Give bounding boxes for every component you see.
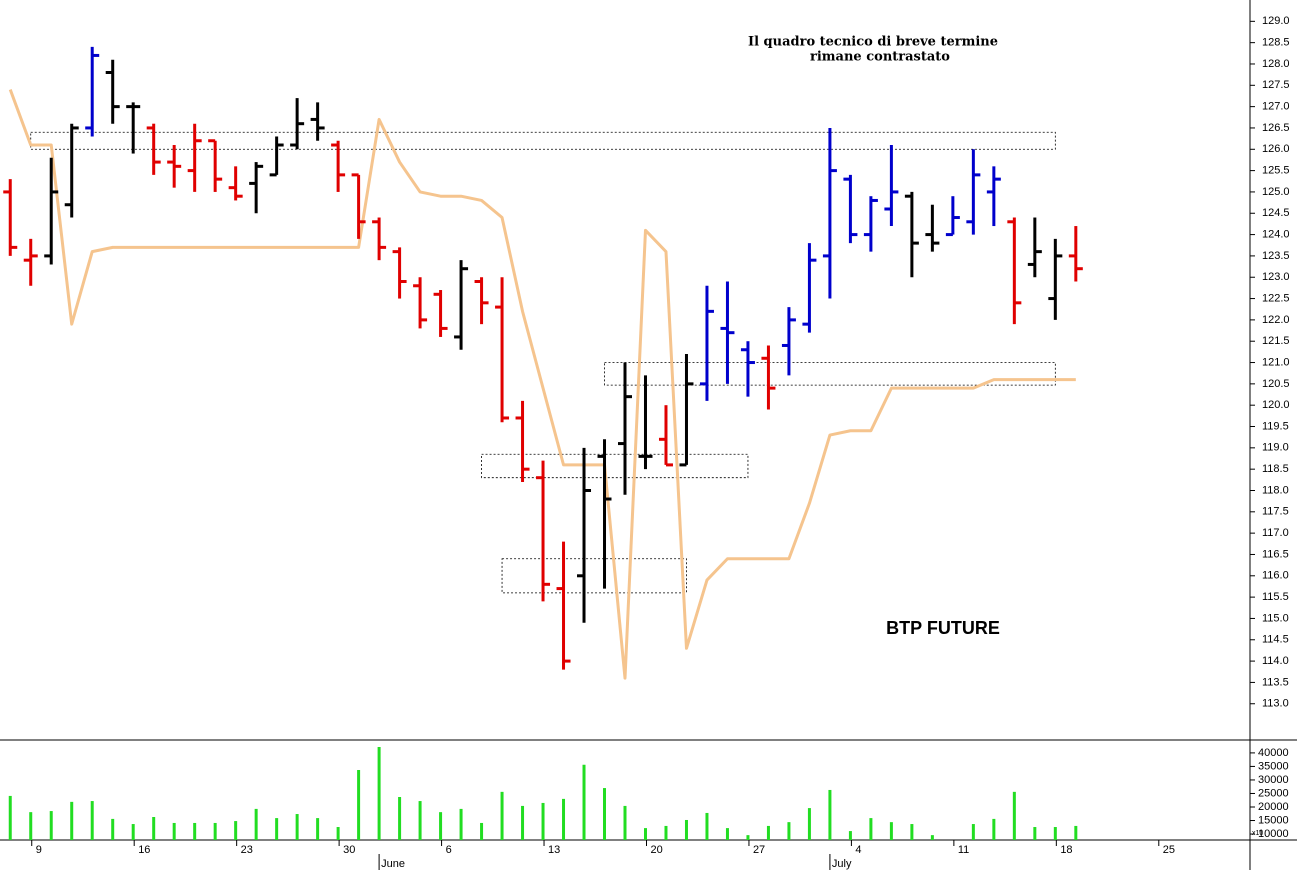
x-tick-label: 13 [548, 844, 560, 856]
x-tick-label: 23 [241, 844, 253, 856]
x-tick-label: 25 [1163, 844, 1175, 856]
y-tick-label: 122.5 [1262, 292, 1290, 304]
y-tick-label: 125.0 [1262, 186, 1290, 198]
x-tick-label: 4 [855, 844, 861, 856]
annotation: Il quadro tecnico di breve termine [748, 35, 998, 50]
zone [481, 453, 749, 479]
stop-line [8, 89, 1076, 680]
y-tick-label: 116.5 [1262, 548, 1289, 560]
y-tick-label: 118.0 [1262, 484, 1289, 496]
y-tick-label: 117.0 [1262, 527, 1289, 539]
y-tick-label: 122.0 [1262, 314, 1290, 326]
x-tick-label: 18 [1060, 844, 1072, 856]
month-label: July [832, 858, 852, 870]
y-tick-label: 15000 [1258, 814, 1289, 826]
x-tick-label: 20 [650, 844, 662, 856]
y-tick-label: 118.5 [1262, 463, 1289, 475]
y-tick-label: 120.5 [1262, 378, 1290, 390]
y-tick-label: 114.5 [1262, 634, 1289, 646]
y-tick-label: 115.5 [1262, 591, 1289, 603]
x-tick-label: 30 [343, 844, 355, 856]
zone [604, 362, 1056, 386]
y-tick-label: 117.5 [1262, 506, 1289, 518]
chart-title: BTP FUTURE [886, 618, 1000, 638]
annotation: rimane contrastato [810, 50, 950, 65]
y-tick-label: 30000 [1258, 774, 1289, 786]
y-tick-label: 116.0 [1262, 570, 1289, 582]
y-tick-label: 128.5 [1262, 37, 1290, 49]
y-tick-label: 124.5 [1262, 207, 1290, 219]
y-tick-label: 40000 [1258, 747, 1289, 759]
y-tick-label: 125.5 [1262, 165, 1290, 177]
y-tick-label: 126.0 [1262, 143, 1290, 155]
y-tick-label: 129.0 [1262, 15, 1290, 27]
y-tick-label: 113.5 [1262, 676, 1289, 688]
x-tick-label: 11 [958, 844, 969, 856]
zone [30, 131, 1056, 150]
y-tick-label: 114.0 [1262, 655, 1289, 667]
y-tick-label: 127.0 [1262, 101, 1290, 113]
y-tick-label: 128.0 [1262, 58, 1290, 70]
y-tick-label: 113.0 [1262, 698, 1289, 710]
x-tick-label: 27 [753, 844, 765, 856]
x-tick-label: 9 [36, 844, 42, 856]
y-tick-label: 25000 [1258, 787, 1289, 799]
axis-multiplier: x10 [1252, 830, 1263, 837]
y-tick-label: 10000 [1258, 828, 1289, 840]
y-tick-label: 123.5 [1262, 250, 1290, 262]
y-tick-label: 115.0 [1262, 612, 1289, 624]
y-tick-label: 120.0 [1262, 399, 1290, 411]
y-tick-label: 121.5 [1262, 335, 1290, 347]
zone [501, 558, 687, 594]
y-tick-label: 35000 [1258, 760, 1289, 772]
y-tick-label: 20000 [1258, 801, 1289, 813]
y-tick-label: 127.5 [1262, 79, 1290, 91]
x-tick-label: 16 [138, 844, 150, 856]
y-tick-label: 119.5 [1262, 420, 1289, 432]
x-tick-label: 6 [446, 844, 452, 856]
y-tick-label: 119.0 [1262, 442, 1289, 454]
y-tick-label: 126.5 [1262, 122, 1290, 134]
y-tick-label: 121.0 [1262, 356, 1290, 368]
month-label: June [381, 858, 405, 870]
y-tick-label: 124.0 [1262, 228, 1290, 240]
y-tick-label: 123.0 [1262, 271, 1290, 283]
